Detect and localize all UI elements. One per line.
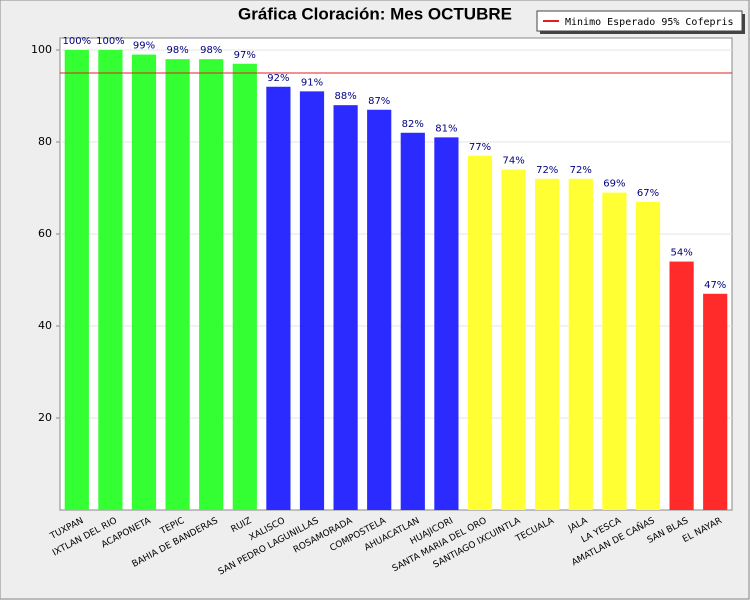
value-label: 54% xyxy=(670,248,692,259)
y-tick-label: 80 xyxy=(38,135,52,148)
bar xyxy=(232,63,257,511)
bar xyxy=(501,169,526,510)
bar xyxy=(602,192,627,510)
bar xyxy=(165,59,190,510)
chart-title: Gráfica Cloración: Mes OCTUBRE xyxy=(238,4,512,23)
value-label: 97% xyxy=(234,50,256,61)
value-label: 99% xyxy=(133,41,155,52)
bar xyxy=(367,109,392,510)
value-label: 47% xyxy=(704,280,726,291)
bar xyxy=(703,293,728,510)
bar xyxy=(333,105,358,510)
value-label: 67% xyxy=(637,188,659,199)
y-tick-label: 20 xyxy=(38,411,52,424)
value-label: 88% xyxy=(334,91,356,102)
bar xyxy=(467,155,493,511)
value-label: 69% xyxy=(603,179,625,190)
value-label: 81% xyxy=(435,123,457,134)
bar xyxy=(434,137,459,511)
bar xyxy=(669,261,694,510)
value-label: 82% xyxy=(402,119,424,130)
legend-label: Minimo Esperado 95% Cofepris xyxy=(565,17,734,28)
value-label: 100% xyxy=(63,36,92,47)
bar xyxy=(266,86,291,510)
value-label: 91% xyxy=(301,77,323,88)
value-label: 98% xyxy=(200,45,222,56)
value-label: 92% xyxy=(267,73,289,84)
bar xyxy=(131,54,157,511)
value-label: 77% xyxy=(469,142,491,153)
bar xyxy=(568,178,593,511)
bar xyxy=(299,91,325,510)
bar xyxy=(400,132,425,510)
bar xyxy=(199,59,224,510)
value-label: 72% xyxy=(536,165,558,176)
bar xyxy=(635,201,661,511)
y-tick-label: 40 xyxy=(38,319,52,332)
value-label: 72% xyxy=(570,165,592,176)
bar xyxy=(98,49,123,511)
bar xyxy=(64,49,89,511)
value-label: 74% xyxy=(502,156,524,167)
value-label: 98% xyxy=(166,45,188,56)
value-label: 87% xyxy=(368,96,390,107)
bar xyxy=(535,178,560,511)
y-tick-label: 60 xyxy=(38,227,52,240)
legend-box xyxy=(536,10,743,32)
plot-area xyxy=(59,37,733,511)
y-tick-label: 100 xyxy=(31,43,52,56)
value-label: 100% xyxy=(96,36,125,47)
